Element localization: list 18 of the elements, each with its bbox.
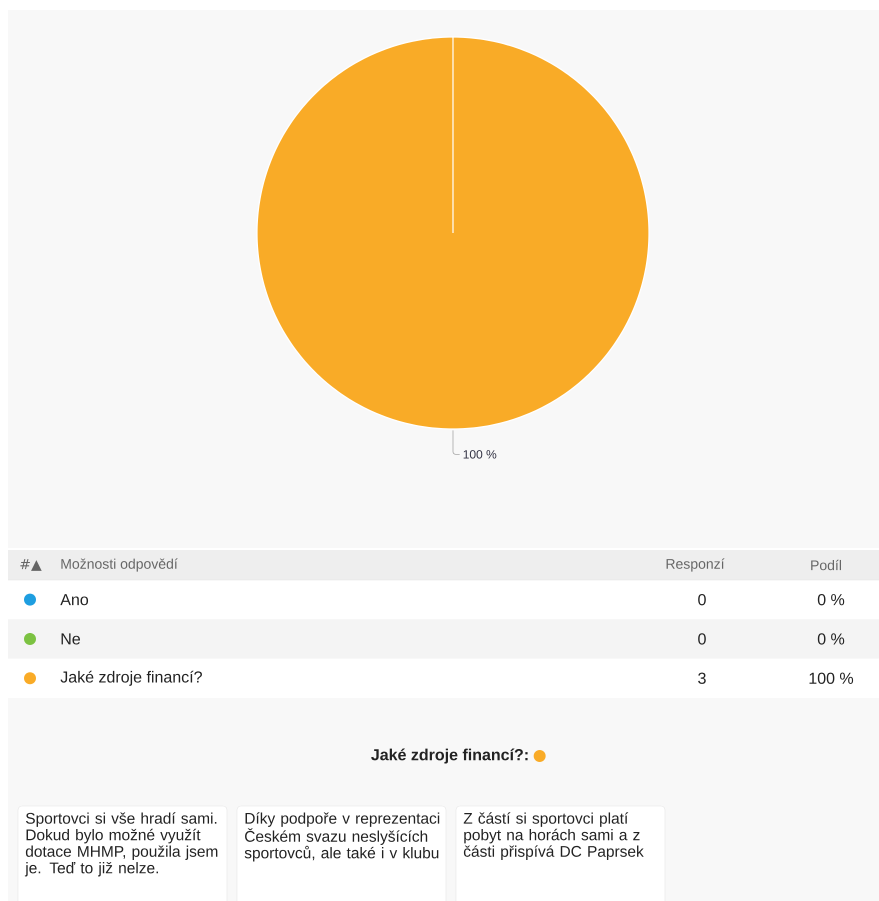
text: Díky podpoře v reprezentaci Českém svazu neslyšících sportovců, ale také i v klubu <box>244 812 440 862</box>
legend-label: Ano <box>60 594 88 606</box>
data-label: 100 % <box>464 450 496 459</box>
text: Responzí <box>666 558 724 572</box>
text: 0 <box>698 633 706 645</box>
text: Možnosti odpovědí <box>61 558 178 572</box>
text: 0 % <box>818 633 844 645</box>
text: Z částí si sportovci platí pobyt na horách sami a z části přispívá DC Paprsek <box>464 812 644 860</box>
legend-label: Ne <box>62 633 80 645</box>
text: 0 % <box>818 594 844 606</box>
text: 3 <box>698 672 706 684</box>
legend-label: Jaké zdroje financí? <box>60 670 202 686</box>
text: Sportovci si vše hradí sami. Dokud bylo možné využít dotace MHMP, použila jsem je. Teď to již nelze. <box>24 812 218 876</box>
text: 0 <box>698 594 706 606</box>
text: Podíl <box>811 560 842 570</box>
text: #▲ <box>20 559 42 571</box>
text: 100 % <box>810 672 854 684</box>
text: Jaké zdroje financí?: <box>371 748 528 764</box>
